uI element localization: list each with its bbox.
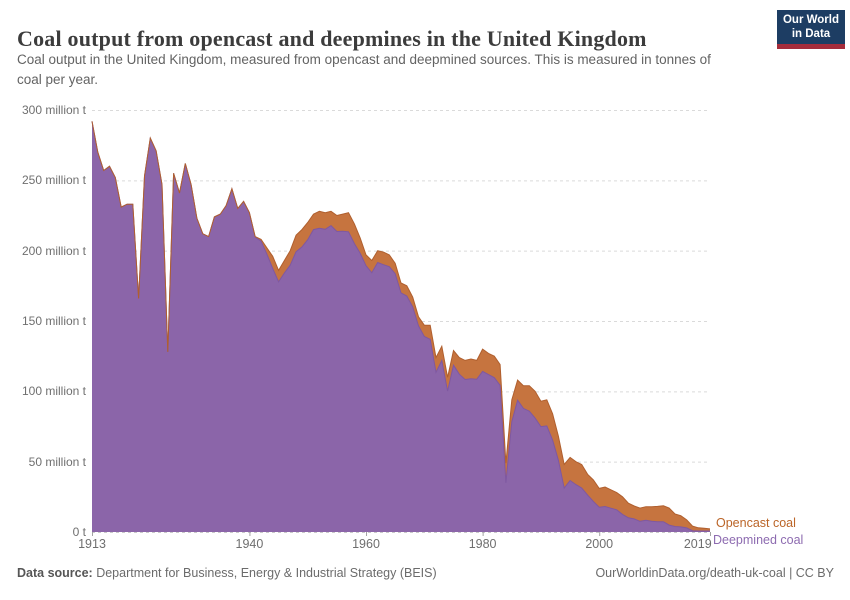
owid-logo-line1: Our World	[782, 14, 839, 26]
data-source-label: Data source:	[17, 566, 93, 580]
owid-logo-line2: in Data	[791, 27, 831, 40]
chart-subtitle: Coal output in the United Kingdom, measu…	[17, 52, 711, 88]
x-axis-label-1980: 1980	[468, 537, 497, 551]
x-axis-label-1960: 1960	[352, 537, 380, 551]
y-axis-label-100: 100 million t	[21, 384, 86, 399]
page-title: Coal output from opencast and deepmines …	[17, 25, 647, 51]
y-axis-label-50: 50 million t	[28, 454, 86, 469]
x-axis-label-1940: 1940	[235, 537, 264, 551]
area-opencast-coal[interactable]	[92, 121, 710, 532]
owid-link[interactable]: OurWorldinData.org/death-uk-coal | CC BY	[595, 566, 834, 580]
legend-opencast-coal[interactable]: Opencast coal	[716, 516, 796, 530]
data-source: Data source: Department for Business, En…	[17, 566, 437, 580]
data-source-text: Department for Business, Energy & Indust…	[92, 566, 437, 580]
line-opencast-coal	[91, 121, 711, 530]
x-axis-label-2000: 2000	[585, 537, 614, 551]
y-axis-label-200: 200 million t	[21, 243, 86, 258]
area-deepmined-coal[interactable]	[92, 121, 710, 533]
y-axis-label-0: 0 t	[72, 525, 86, 539]
y-axis-label-250: 250 million t	[21, 173, 86, 188]
x-axis-label-1913: 1913	[78, 537, 106, 551]
owid-logo[interactable]: Our World in Data	[777, 10, 845, 50]
x-axis-label-2019: 2019	[683, 537, 712, 551]
y-axis-label-150: 150 million t	[21, 314, 86, 328]
legend-deepmined-coal[interactable]: Deepmined coal	[713, 533, 804, 547]
y-axis-label-300: 300 million t	[21, 103, 86, 117]
